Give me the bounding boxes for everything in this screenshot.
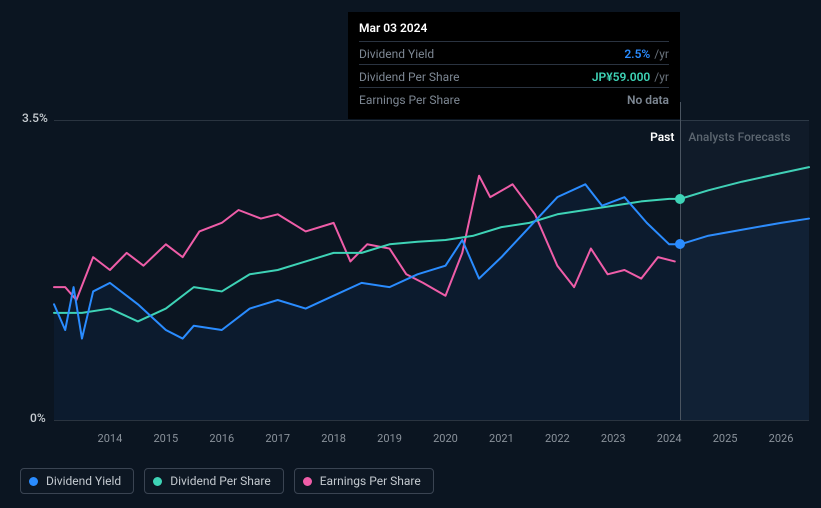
x-axis-label: 2023 bbox=[601, 432, 626, 445]
forecast-band bbox=[680, 120, 809, 420]
x-axis-label: 2021 bbox=[489, 432, 514, 445]
x-axis-label: 2014 bbox=[98, 432, 123, 445]
section-label-past: Past bbox=[650, 130, 674, 144]
legend-dot-icon bbox=[303, 477, 312, 486]
x-axis-label: 2024 bbox=[657, 432, 682, 445]
tooltip-row-value: JP¥59.000/yr bbox=[592, 68, 669, 86]
x-axis-label: 2017 bbox=[265, 432, 290, 445]
chart-cursor-line bbox=[680, 102, 681, 420]
cursor-marker-dividend-yield bbox=[675, 239, 685, 249]
legend-dot-icon bbox=[29, 477, 38, 486]
legend-item-dividend-per-share[interactable]: Dividend Per Share bbox=[144, 468, 284, 494]
tooltip-row-value: 2.5%/yr bbox=[624, 45, 669, 63]
chart-legend: Dividend Yield Dividend Per Share Earnings… bbox=[20, 468, 434, 494]
cursor-marker-dividend-per-share bbox=[675, 194, 685, 204]
x-axis-label: 2026 bbox=[769, 432, 794, 445]
x-axis-label: 2022 bbox=[545, 432, 570, 445]
legend-item-dividend-yield[interactable]: Dividend Yield bbox=[20, 468, 134, 494]
tooltip-row: Dividend Yield 2.5%/yr bbox=[359, 41, 669, 64]
tooltip-row-label: Dividend Yield bbox=[359, 45, 434, 63]
legend-item-label: Earnings Per Share bbox=[320, 474, 421, 488]
tooltip-row-label: Earnings Per Share bbox=[359, 91, 460, 109]
legend-dot-icon bbox=[153, 477, 162, 486]
tooltip-row-label: Dividend Per Share bbox=[359, 68, 460, 86]
legend-item-label: Dividend Per Share bbox=[170, 474, 271, 488]
y-axis-label-max: 3.5% bbox=[22, 111, 48, 125]
x-axis-label: 2025 bbox=[713, 432, 738, 445]
x-axis-label: 2016 bbox=[209, 432, 234, 445]
x-axis-label: 2020 bbox=[433, 432, 458, 445]
chart-tooltip: Mar 03 2024 Dividend Yield2.5%/yrDividen… bbox=[348, 12, 680, 119]
y-axis-label-min: 0% bbox=[30, 411, 46, 425]
x-axis-label: 2015 bbox=[153, 432, 178, 445]
tooltip-row: Dividend Per Share JP¥59.000/yr bbox=[359, 64, 669, 87]
gridline-bottom bbox=[54, 420, 809, 421]
x-axis-label: 2018 bbox=[321, 432, 346, 445]
legend-item-earnings-per-share[interactable]: Earnings Per Share bbox=[294, 468, 434, 494]
chart-container: 3.5% 0% Past Analysts Forecasts 2014 2015… bbox=[0, 0, 821, 508]
legend-item-label: Dividend Yield bbox=[46, 474, 121, 488]
section-label-forecast: Analysts Forecasts bbox=[688, 130, 790, 144]
tooltip-row: Earnings Per Share No data bbox=[359, 87, 669, 110]
tooltip-row-value: No data bbox=[627, 91, 669, 109]
x-axis-label: 2019 bbox=[377, 432, 402, 445]
tooltip-date: Mar 03 2024 bbox=[359, 19, 669, 37]
